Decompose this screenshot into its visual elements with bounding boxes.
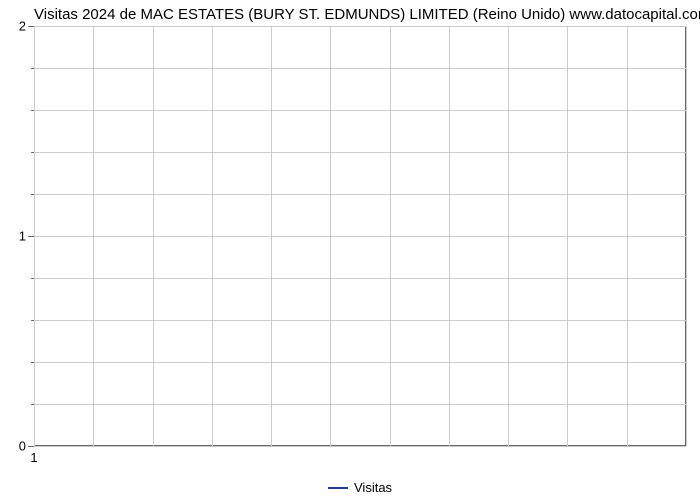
y-tick-label: 0 (12, 439, 26, 454)
legend: Visitas (328, 480, 392, 495)
y-tick-label: 2 (12, 19, 26, 34)
gridline-horizontal-minor (34, 404, 686, 405)
legend-line-icon (328, 487, 348, 489)
y-tick-mark (28, 236, 34, 237)
gridline-horizontal-minor (34, 194, 686, 195)
x-tick-label: 1 (30, 450, 37, 465)
chart-container: Visitas 2024 de MAC ESTATES (BURY ST. ED… (0, 0, 700, 500)
y-tick-label: 1 (12, 229, 26, 244)
legend-label: Visitas (354, 480, 392, 495)
gridline-vertical (686, 26, 687, 446)
y-minor-tick-mark (31, 110, 34, 111)
gridline-horizontal-minor (34, 278, 686, 279)
gridline-horizontal-minor (34, 320, 686, 321)
y-minor-tick-mark (31, 404, 34, 405)
gridline-horizontal (34, 236, 686, 237)
y-minor-tick-mark (31, 68, 34, 69)
y-minor-tick-mark (31, 194, 34, 195)
plot-area (34, 26, 686, 446)
gridline-horizontal-minor (34, 68, 686, 69)
y-tick-mark (28, 26, 34, 27)
gridline-horizontal-minor (34, 152, 686, 153)
y-tick-mark (28, 446, 34, 447)
y-minor-tick-mark (31, 362, 34, 363)
gridline-horizontal (34, 26, 686, 27)
gridline-horizontal-minor (34, 110, 686, 111)
y-minor-tick-mark (31, 152, 34, 153)
y-minor-tick-mark (31, 320, 34, 321)
gridline-horizontal-minor (34, 362, 686, 363)
gridline-horizontal (34, 446, 686, 447)
chart-title: Visitas 2024 de MAC ESTATES (BURY ST. ED… (34, 6, 690, 23)
y-minor-tick-mark (31, 278, 34, 279)
